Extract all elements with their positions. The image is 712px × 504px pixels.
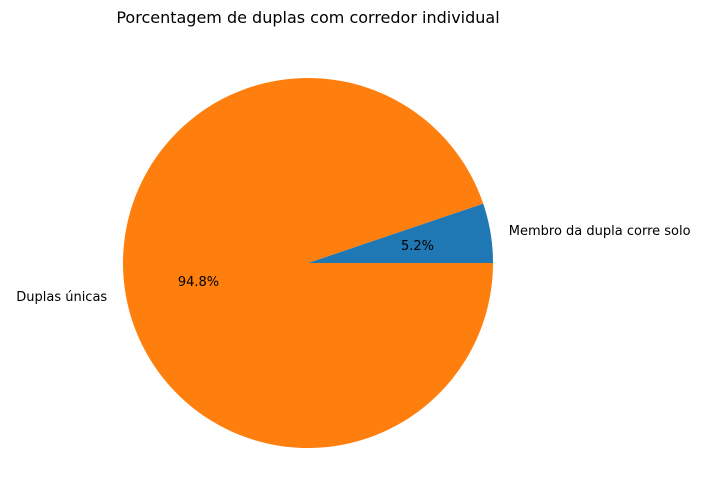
slices-group [123, 78, 493, 449]
chart-title: Porcentagem de duplas com corredor indiv… [116, 8, 499, 27]
slice-pct-label-0: 5.2% [401, 239, 434, 254]
pie-slice-0 [308, 203, 493, 263]
pie-slice-1 [123, 78, 493, 449]
slice-label-1: Duplas únicas [16, 290, 107, 305]
labels-group: Membro da dupla corre solo 5.2% Duplas úni… [16, 224, 690, 305]
slice-pct-label-1: 94.8% [178, 275, 219, 290]
slice-label-0: Membro da dupla corre solo [509, 224, 691, 239]
